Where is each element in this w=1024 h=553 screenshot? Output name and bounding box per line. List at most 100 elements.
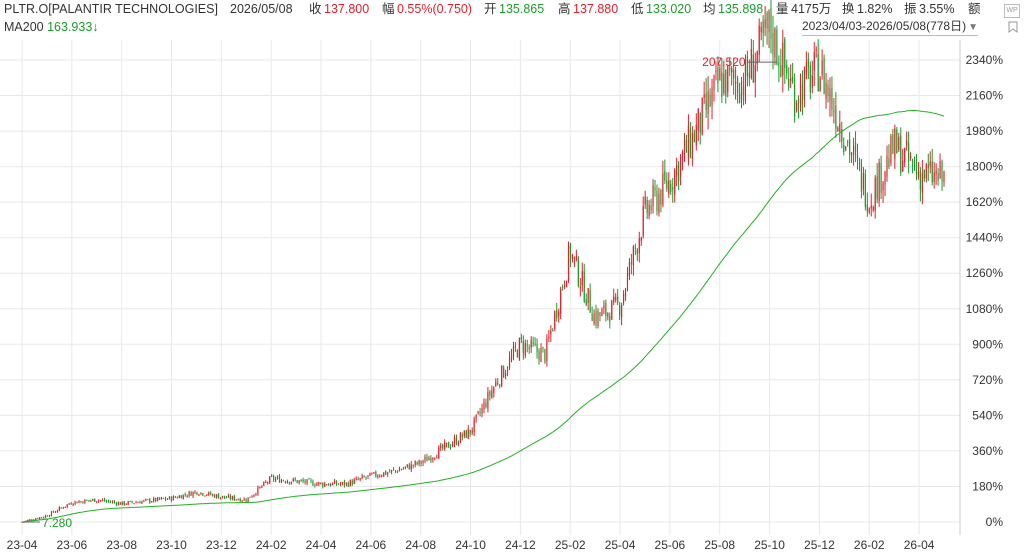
candle-body <box>503 367 505 378</box>
high-annotation: 207.520 <box>702 55 746 69</box>
candle-body <box>278 476 281 483</box>
candle-body <box>829 88 831 101</box>
candle-body <box>742 86 745 95</box>
candle-body <box>921 173 923 193</box>
candle-body <box>235 499 237 501</box>
candle-body <box>377 476 379 478</box>
candle-body <box>94 498 96 502</box>
candle-body <box>526 344 528 346</box>
candle-body <box>762 20 764 34</box>
candle-body <box>650 205 652 211</box>
candle-body <box>913 166 916 168</box>
candle-body <box>306 479 308 484</box>
low-annotation: 7.280 <box>42 516 72 530</box>
y-tick-label: 2340% <box>966 53 1004 67</box>
date-range-selector[interactable]: 2023/04/03-2026/05/08(778日) ▼ <box>801 19 978 36</box>
candle-body <box>455 437 458 445</box>
candle-body <box>198 494 200 496</box>
wp-icon[interactable]: WP <box>1004 4 1020 18</box>
candle-body <box>911 161 914 163</box>
candle-body <box>626 272 629 289</box>
candle-body <box>284 481 287 483</box>
triangle-down-icon[interactable]: ▼ <box>968 22 978 33</box>
candle-body <box>620 305 623 318</box>
candle-body <box>469 429 471 434</box>
candle-body <box>721 72 723 97</box>
candle-body <box>100 500 102 502</box>
x-tick-label: 23-08 <box>106 538 137 552</box>
amplitude-value: 3.55% <box>919 2 955 16</box>
candle-body <box>129 500 131 502</box>
quote-date: 2026/05/08 <box>230 2 293 16</box>
y-tick-label: 900% <box>972 337 1003 351</box>
candle-body <box>622 293 625 304</box>
low-value: 133.020 <box>646 2 692 16</box>
candle-body <box>923 170 925 179</box>
candle-body <box>239 498 241 502</box>
high-value: 137.880 <box>573 2 619 16</box>
x-tick-label: 25-08 <box>704 538 735 552</box>
candle-body <box>223 495 226 498</box>
candle-body <box>707 91 709 115</box>
candle-body <box>579 287 581 289</box>
candle-body <box>888 158 890 167</box>
candle-body <box>367 475 369 477</box>
candle-body <box>123 501 125 505</box>
candle-body <box>900 135 902 174</box>
candle-body <box>518 338 520 360</box>
candle-body <box>355 478 357 480</box>
candle-body <box>310 479 312 481</box>
candle-body <box>451 444 454 447</box>
y-tick-label: 1260% <box>966 266 1004 280</box>
x-axis: 23-04 23-06 23-08 23-10 23-12 24-02 24-04 24-06… <box>7 538 935 552</box>
y-tick-label: 1620% <box>966 195 1004 209</box>
candle-body <box>390 469 393 472</box>
candle-body <box>314 485 316 487</box>
candle-body <box>440 445 442 448</box>
candle-body <box>202 493 204 496</box>
candle-body <box>453 438 456 444</box>
candle-body <box>54 511 57 513</box>
candle-body <box>396 470 399 473</box>
candle-body <box>115 502 117 505</box>
avg-label: 均 <box>703 2 716 16</box>
low-label: 低 <box>631 2 644 16</box>
candle-body <box>874 177 876 211</box>
candle-body <box>748 72 750 78</box>
candle-body <box>78 501 80 503</box>
x-tick-label: 24-10 <box>455 538 486 552</box>
candle-body <box>245 499 247 502</box>
candle-body <box>243 498 245 501</box>
candle-body <box>237 499 239 501</box>
candle-body <box>803 68 806 100</box>
candle-body <box>322 483 324 487</box>
candle-body <box>642 205 644 237</box>
candle-body <box>485 402 487 408</box>
candle-body <box>178 495 180 498</box>
candle-body <box>477 411 479 414</box>
candle-body <box>697 108 699 131</box>
candle-body <box>683 139 686 151</box>
candle-body <box>410 463 412 470</box>
candle-body <box>542 347 544 349</box>
candle-body <box>39 517 41 520</box>
candle-body <box>64 506 66 508</box>
candle-body <box>841 128 843 142</box>
bookmark-icon[interactable] <box>1008 21 1018 33</box>
candle-body <box>479 412 481 414</box>
candle-body <box>915 163 918 174</box>
candle-body <box>939 161 941 178</box>
candle-body <box>282 480 285 482</box>
candle-body <box>740 81 743 101</box>
candle-body <box>273 475 275 480</box>
candle-body <box>658 193 660 213</box>
candle-body <box>381 475 383 477</box>
candle-body <box>131 501 133 503</box>
candle-body <box>662 173 664 206</box>
candle-body <box>872 207 874 211</box>
candle-body <box>56 510 58 512</box>
candle-body <box>575 255 577 260</box>
candle-body <box>428 457 430 461</box>
candle-body <box>27 520 29 522</box>
